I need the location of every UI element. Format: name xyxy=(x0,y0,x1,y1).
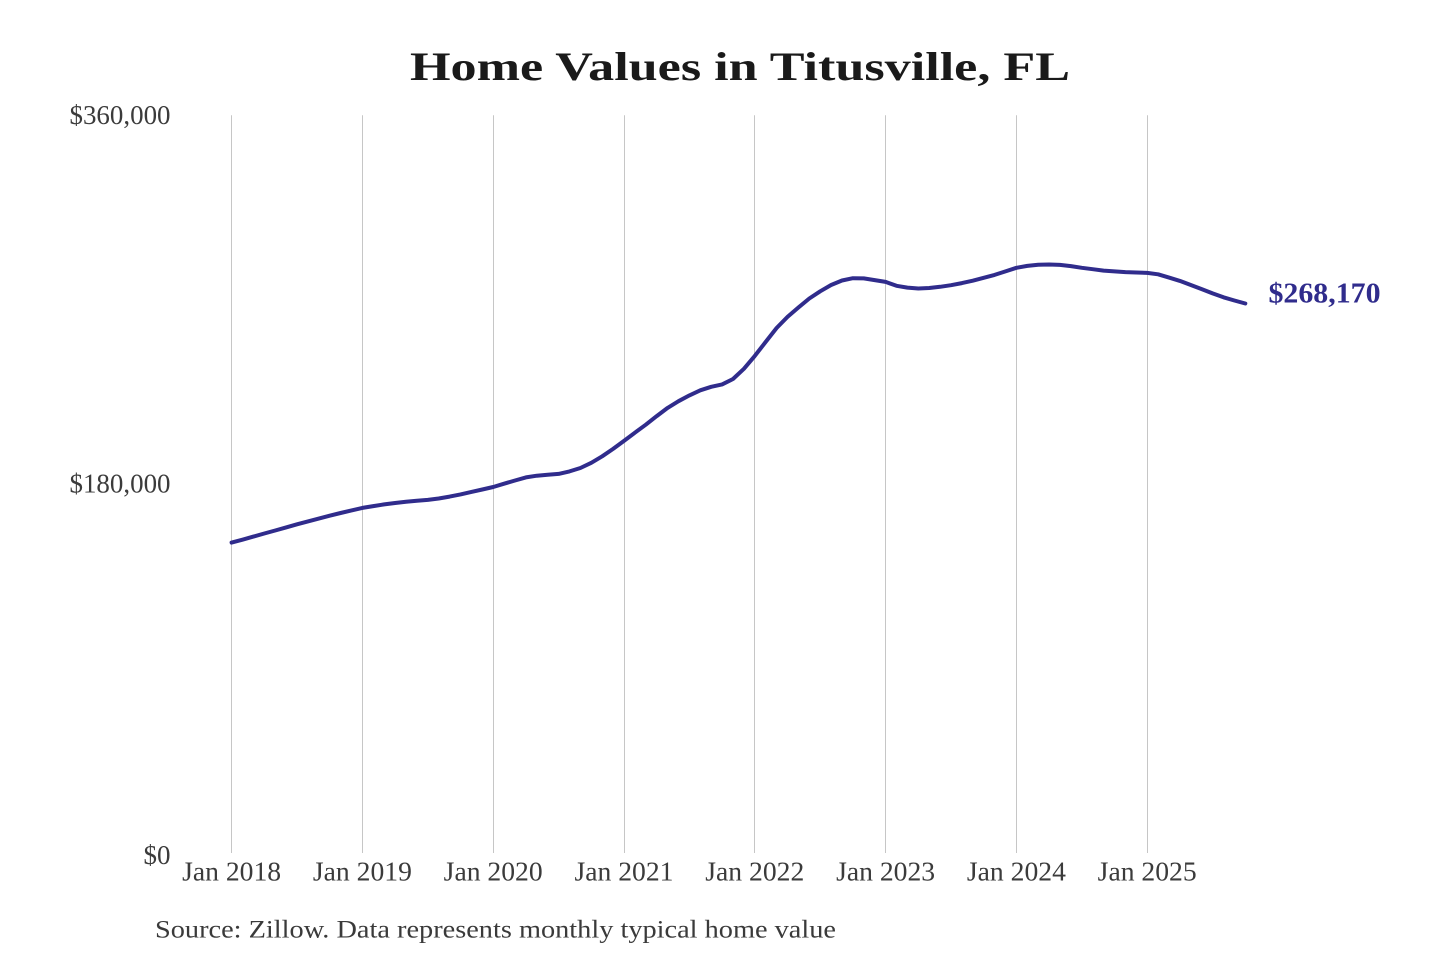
svg-text:$180,000: $180,000 xyxy=(70,469,171,499)
svg-text:Source: Zillow. Data represent: Source: Zillow. Data represents monthly … xyxy=(155,915,836,944)
svg-text:Jan 2025: Jan 2025 xyxy=(1098,857,1197,887)
svg-text:$268,170: $268,170 xyxy=(1269,279,1381,310)
svg-text:Jan 2020: Jan 2020 xyxy=(444,857,543,887)
svg-text:Jan 2023: Jan 2023 xyxy=(836,857,935,887)
svg-text:Home Values in Titusville, FL: Home Values in Titusville, FL xyxy=(410,44,1070,89)
svg-text:Jan 2022: Jan 2022 xyxy=(705,857,804,887)
svg-text:Jan 2021: Jan 2021 xyxy=(575,857,674,887)
svg-text:Jan 2024: Jan 2024 xyxy=(967,857,1067,887)
svg-text:Jan 2018: Jan 2018 xyxy=(182,857,281,887)
svg-text:Jan 2019: Jan 2019 xyxy=(313,857,412,887)
svg-text:$0: $0 xyxy=(144,840,171,870)
svg-text:$360,000: $360,000 xyxy=(70,100,171,130)
